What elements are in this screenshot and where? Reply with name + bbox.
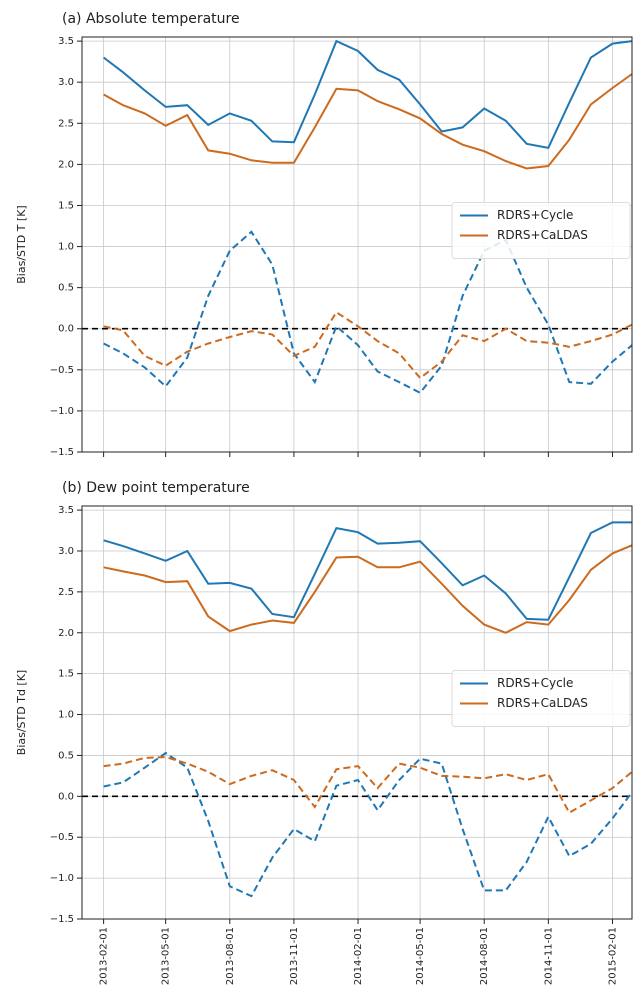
y-tick-label: 0.0 bbox=[58, 791, 74, 802]
x-tick-label: 2013-05-01 bbox=[161, 927, 172, 985]
legend-box bbox=[451, 202, 631, 259]
bias-line bbox=[103, 310, 633, 380]
bias-line bbox=[103, 756, 633, 815]
y-tick-label: 0.5 bbox=[58, 283, 74, 294]
legend: RDRS+Cycle RDRS+CaLDAS bbox=[451, 202, 631, 259]
y-tick-label: 3.0 bbox=[58, 546, 74, 557]
y-tick-label: −1.5 bbox=[50, 914, 74, 925]
y-tick-label: 2.0 bbox=[58, 628, 74, 639]
x-tick-label: 2014-02-01 bbox=[353, 927, 364, 985]
x-tick-label: 2013-02-01 bbox=[99, 927, 110, 985]
y-tick-label: 1.5 bbox=[58, 200, 74, 211]
panel-title: (b) Dew point temperature bbox=[62, 480, 250, 496]
x-tick-label: 2013-11-01 bbox=[289, 927, 300, 985]
y-tick-label: 2.0 bbox=[58, 159, 74, 170]
axes-frame bbox=[81, 36, 633, 453]
x-tick-label: 2014-08-01 bbox=[479, 927, 490, 985]
legend-label: RDRS+Cycle bbox=[497, 208, 573, 222]
y-tick-label: 3.5 bbox=[58, 36, 74, 47]
y-axis-label: Bias/STD T [K] bbox=[15, 205, 28, 283]
y-tick-label: −1.0 bbox=[50, 873, 74, 884]
std-line bbox=[103, 544, 633, 634]
x-tick-label: 2015-02-01 bbox=[607, 927, 618, 985]
std-line bbox=[103, 73, 633, 170]
y-tick-label: −1.5 bbox=[50, 447, 74, 458]
std-line bbox=[103, 521, 632, 621]
legend-label: RDRS+CaLDAS bbox=[497, 696, 588, 710]
panel-title: (a) Absolute temperature bbox=[62, 11, 240, 27]
axes-frame bbox=[81, 505, 633, 920]
y-tick-label: 1.0 bbox=[58, 242, 74, 253]
y-tick-label: 2.5 bbox=[58, 118, 74, 129]
y-tick-label: 3.5 bbox=[58, 505, 74, 516]
legend-label: RDRS+Cycle bbox=[497, 676, 573, 690]
y-tick-label: 0.0 bbox=[58, 324, 74, 335]
y-tick-label: 1.5 bbox=[58, 669, 74, 680]
y-tick-label: 3.0 bbox=[58, 77, 74, 88]
y-tick-label: 2.5 bbox=[58, 587, 74, 598]
x-tick-label: 2013-08-01 bbox=[225, 927, 236, 985]
y-tick-label: −0.5 bbox=[50, 832, 74, 843]
y-tick-label: −1.0 bbox=[50, 406, 74, 417]
bias-line bbox=[103, 230, 633, 395]
y-axis-label: Bias/STD Td [K] bbox=[15, 670, 28, 755]
x-tick-label: 2014-05-01 bbox=[415, 927, 426, 985]
legend: RDRS+Cycle RDRS+CaLDAS bbox=[451, 670, 631, 727]
y-tick-label: 1.0 bbox=[58, 710, 74, 721]
legend-box bbox=[451, 670, 631, 727]
x-tick-label: 2014-11-01 bbox=[543, 927, 554, 985]
bias-line bbox=[103, 751, 633, 898]
legend-label: RDRS+CaLDAS bbox=[497, 228, 588, 242]
y-tick-label: 0.5 bbox=[58, 750, 74, 761]
std-line bbox=[102, 39, 633, 150]
y-tick-label: −0.5 bbox=[50, 365, 74, 376]
